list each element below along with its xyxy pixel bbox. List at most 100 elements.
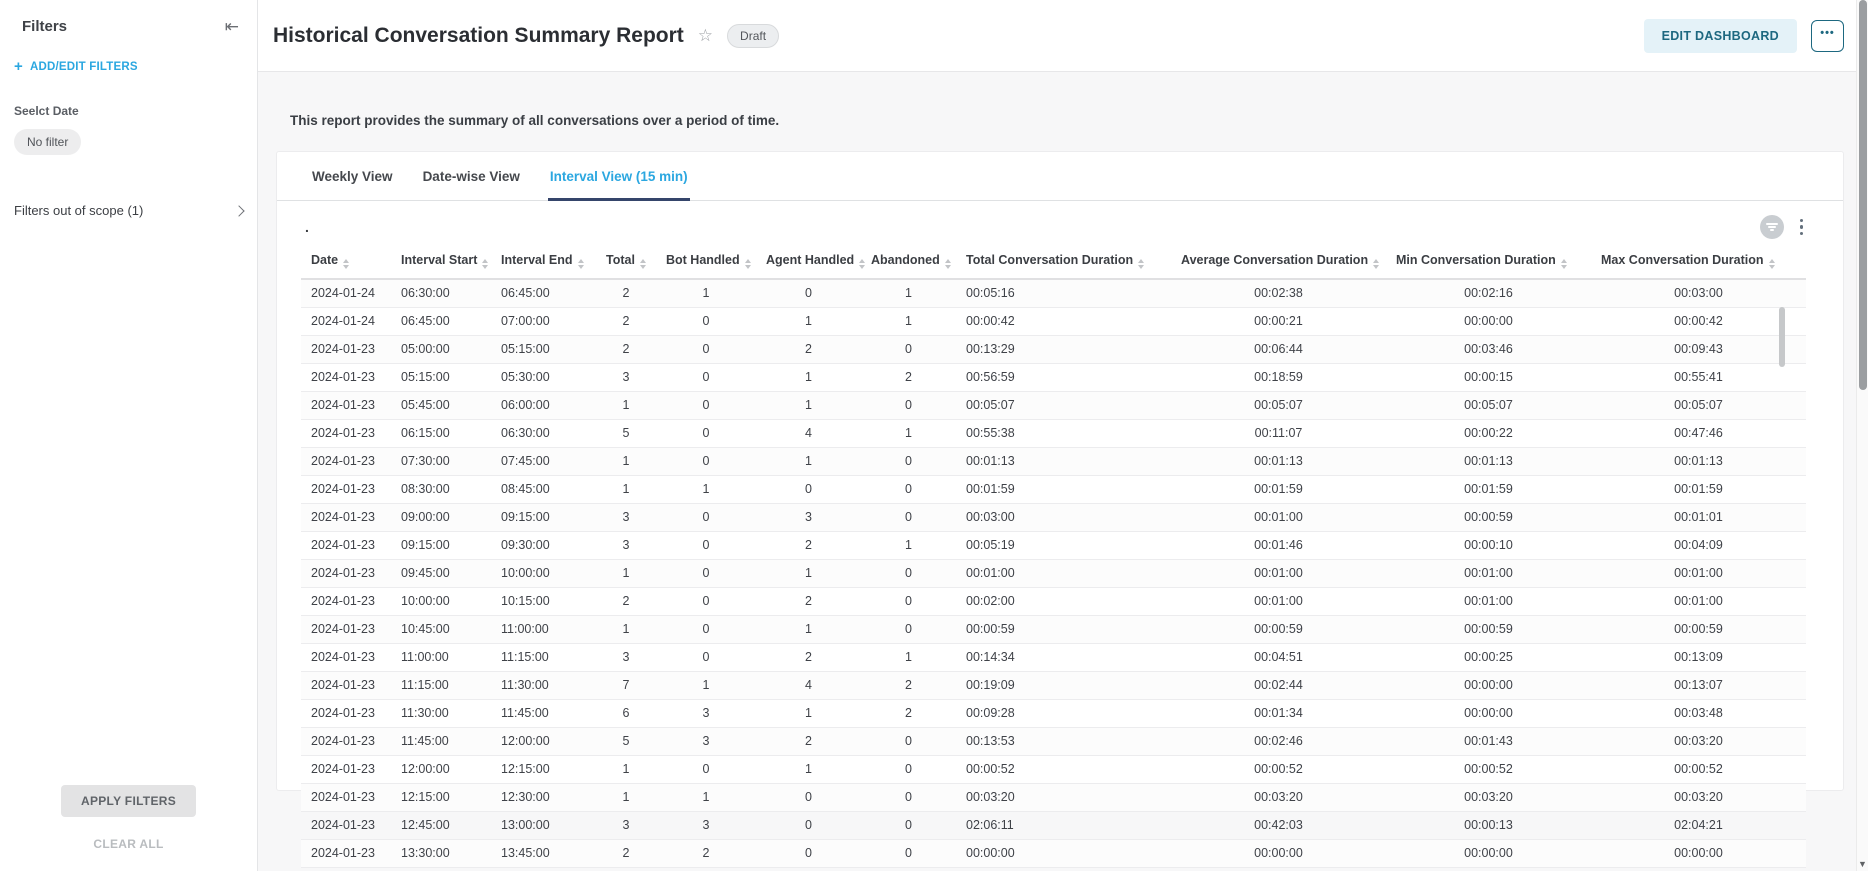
table-cell: 00:47:46 [1591, 419, 1806, 448]
column-header-abandoned[interactable]: Abandoned [861, 245, 956, 280]
table-cell: 00:05:16 [956, 279, 1171, 308]
table-vertical-scrollbar[interactable] [1779, 307, 1785, 367]
sort-icon [944, 259, 951, 269]
table-cell: 10:45:00 [391, 615, 491, 644]
table-cell: 00:00:00 [1386, 699, 1591, 728]
table-cell: 09:15:00 [491, 503, 596, 532]
table-cell: 1 [596, 615, 656, 644]
page-scrollbar-handle[interactable] [1858, 0, 1867, 390]
edit-dashboard-button[interactable]: EDIT DASHBOARD [1643, 18, 1797, 53]
favorite-star-icon[interactable]: ☆ [697, 25, 714, 45]
sort-icon [1373, 259, 1380, 269]
report-topbar: Historical Conversation Summary Report ☆… [258, 0, 1868, 72]
table-cell: 00:13:07 [1591, 671, 1806, 700]
table-cell: 11:00:00 [391, 643, 491, 672]
table-cell: 00:00:52 [956, 755, 1171, 784]
table-cell: 0 [861, 335, 956, 364]
table-cell: 09:30:00 [491, 531, 596, 560]
table-cell: 00:00:00 [1386, 839, 1591, 868]
sort-icon [1768, 259, 1775, 269]
sort-icon [859, 259, 866, 269]
sort-icon [744, 259, 751, 269]
sort-icon [639, 259, 646, 269]
column-header-bot-handled[interactable]: Bot Handled [656, 245, 756, 280]
table-cell: 1 [861, 531, 956, 560]
table-cell: 2024-01-23 [301, 419, 391, 448]
table-cell: 12:00:00 [391, 755, 491, 784]
table-cell: 2 [756, 335, 861, 364]
column-header-total[interactable]: Total [596, 245, 656, 280]
table-cell: 2024-01-23 [301, 335, 391, 364]
table-cell: 05:00:00 [391, 335, 491, 364]
table-cell: 00:00:15 [1386, 363, 1591, 392]
table-cell: 1 [656, 279, 756, 308]
table-cell: 13:45:00 [491, 839, 596, 868]
table-cell: 1 [656, 475, 756, 504]
table-cell: 2024-01-23 [301, 391, 391, 420]
tab-interval-view-15-min[interactable]: Interval View (15 min) [547, 152, 690, 201]
table-cell: 07:30:00 [391, 447, 491, 476]
table-row: 2024-01-23 12:15:00 12:30:00 1 1 0 0 00:03:20 00… [301, 783, 1806, 812]
table-cell: 1 [596, 755, 656, 784]
page-scrollbar[interactable]: ▼ [1856, 0, 1868, 871]
apply-filters-button[interactable]: APPLY FILTERS [60, 785, 197, 817]
table-cell: 0 [656, 755, 756, 784]
table-cell: 1 [756, 559, 861, 588]
table-cell: 06:30:00 [391, 279, 491, 308]
table-cell: 1 [756, 307, 861, 336]
table-row: 2024-01-23 08:30:00 08:45:00 1 1 0 0 00:01:59 00… [301, 475, 1806, 504]
table-cell: 2024-01-23 [301, 587, 391, 616]
table-cell: 1 [756, 615, 861, 644]
column-header-min-conversation-duration[interactable]: Min Conversation Duration [1386, 245, 1591, 280]
table-cell: 2 [861, 363, 956, 392]
table-filter-icon[interactable] [1759, 215, 1784, 239]
table-cell: 0 [656, 531, 756, 560]
table-cell: 2 [596, 335, 656, 364]
table-cell: 00:01:59 [1171, 475, 1386, 504]
table-cell: 12:15:00 [491, 755, 596, 784]
column-header-date[interactable]: Date [301, 245, 391, 280]
collapse-panel-icon[interactable]: ⇤ [224, 17, 239, 36]
filters-out-of-scope-row[interactable]: Filters out of scope (1) [14, 203, 245, 218]
table-cell: 2 [861, 671, 956, 700]
table-cell: 2024-01-23 [301, 475, 391, 504]
table-cell: 00:04:51 [1171, 643, 1386, 672]
column-header-interval-end[interactable]: Interval End [491, 245, 596, 280]
column-header-interval-start[interactable]: Interval Start [391, 245, 491, 280]
sort-icon [343, 259, 350, 269]
table-cell: 0 [861, 755, 956, 784]
select-date-label: Seelct Date [14, 104, 79, 118]
table-cell: 00:01:34 [1171, 699, 1386, 728]
table-row: 2024-01-23 12:45:00 13:00:00 3 3 0 0 02:06:11 00… [301, 811, 1806, 840]
table-cell: 00:56:59 [956, 363, 1171, 392]
add-edit-filters-button[interactable]: + ADD/EDIT FILTERS [0, 35, 257, 74]
tab-weekly-view[interactable]: Weekly View [312, 169, 393, 184]
more-options-button[interactable]: ••• [1811, 19, 1844, 52]
tab-date-wise-view[interactable]: Date-wise View [422, 169, 520, 184]
column-header-total-conversation-duration[interactable]: Total Conversation Duration [956, 245, 1171, 280]
table-cell: 00:00:52 [1171, 755, 1386, 784]
table-cell: 11:45:00 [491, 699, 596, 728]
column-header-agent-handled[interactable]: Agent Handled [756, 245, 866, 280]
column-header-average-conversation-duration[interactable]: Average Conversation Duration [1171, 245, 1386, 280]
table-cell: 00:03:00 [956, 503, 1171, 532]
table-row: 2024-01-24 06:30:00 06:45:00 2 1 0 1 00:05:16 00… [301, 279, 1806, 308]
table-cell: 09:15:00 [391, 531, 491, 560]
table-cell: 0 [656, 307, 756, 336]
table-cell: 2024-01-23 [301, 811, 391, 840]
scroll-down-arrow-icon[interactable]: ▼ [1858, 859, 1867, 869]
table-cell: 0 [656, 559, 756, 588]
clear-all-button[interactable]: CLEAR ALL [93, 837, 164, 851]
table-cell: 1 [656, 783, 756, 812]
table-cell: 0 [656, 419, 756, 448]
table-cell: 0 [756, 475, 861, 504]
table-cell: 00:01:13 [956, 447, 1171, 476]
no-filter-chip[interactable]: No filter [14, 129, 82, 155]
table-cell: 11:30:00 [391, 699, 491, 728]
table-cell: 0 [656, 363, 756, 392]
table-cell: 2024-01-23 [301, 839, 391, 868]
report-content: This report provides the summary of all … [258, 72, 1868, 871]
table-menu-icon[interactable] [1798, 217, 1806, 238]
column-header-max-conversation-duration[interactable]: Max Conversation Duration [1591, 245, 1806, 280]
table-cell: 4 [756, 419, 861, 448]
